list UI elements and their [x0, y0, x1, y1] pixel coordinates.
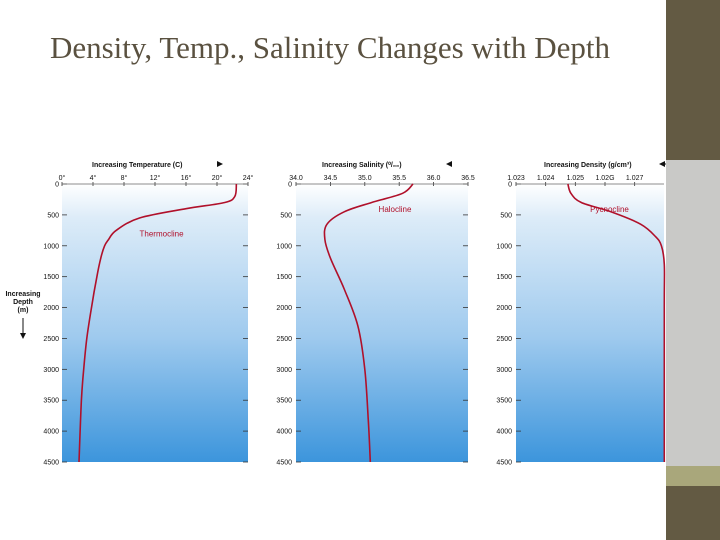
y-tick-label: 500: [47, 212, 59, 219]
depth-axis-label-1: Increasing: [5, 291, 40, 298]
y-tick-label: 4500: [276, 460, 292, 467]
chart-panel-3: Increasing Density (g/cm³) 1.023 1.024 1.02…: [496, 161, 666, 467]
x-tick-label: 4°: [90, 174, 97, 182]
y-tick-label: 2000: [43, 305, 59, 312]
x-tick-label: 35.5: [392, 175, 406, 182]
y-tick-label: 1000: [276, 243, 292, 250]
axis-title: Increasing Density (g/cm³): [544, 162, 632, 169]
x-tick-label: 20°: [212, 174, 223, 182]
chart-panel-1: Increasing Temperature (C) 0° 4° 8° 12° 16° 20…: [43, 162, 253, 467]
y-tick-label: 4500: [496, 460, 512, 467]
x-tick-label: 34.0: [289, 175, 303, 182]
x-tick-label: 35.0: [358, 175, 372, 182]
depth-axis-label-2: Depth: [13, 299, 33, 306]
series-line-salinity: [323, 183, 414, 463]
y-tick-label: 0: [288, 182, 292, 189]
x-tick-label: 16°: [181, 174, 192, 182]
y-tick-label: 3000: [496, 367, 512, 374]
y-tick-label: 3000: [43, 367, 59, 374]
y-tick-label: 4000: [496, 429, 512, 436]
plot-background: [516, 184, 664, 462]
y-tick-label: 3500: [276, 398, 292, 405]
x-tick-label: 34.5: [324, 175, 338, 182]
y-tick-label: 4500: [43, 460, 59, 467]
slide-title: Density, Temp., Salinity Changes with De…: [49, 30, 611, 65]
x-tick-label: 8°: [121, 174, 128, 182]
y-tick-label: 4000: [43, 429, 59, 436]
decor-bar-gray: [666, 160, 720, 466]
y-tick-label: 0: [55, 182, 59, 189]
series-line-density: [567, 183, 666, 462]
annotation-pycnocline: Pycnocline: [590, 205, 629, 214]
axis-title: Increasing Salinity (⁰/₀₀): [322, 161, 402, 169]
y-tick-label: 0: [508, 182, 512, 189]
y-tick-label: 3500: [496, 398, 512, 405]
plot-background: [62, 184, 248, 462]
y-tick-label: 2500: [43, 336, 59, 343]
annotation-thermocline: Thermocline: [140, 230, 185, 239]
chart-panel-2: Increasing Salinity (⁰/₀₀) 34.0 34.5 35.0 35…: [276, 161, 475, 467]
depth-axis-label-3: (m): [18, 307, 29, 314]
x-tick-label: 36.0: [427, 175, 441, 182]
y-tick-label: 3000: [276, 367, 292, 374]
y-tick-label: 1000: [496, 243, 512, 250]
x-tick-label: 1.024: [537, 175, 555, 182]
y-tick-label: 3500: [43, 398, 59, 405]
plot-background: [296, 184, 468, 462]
x-tick-label: 1.02G: [595, 175, 614, 182]
x-tick-label: 1.025: [567, 175, 585, 182]
y-tick-label: 2500: [496, 336, 512, 343]
x-tick-label: 12°: [150, 174, 161, 182]
x-tick-label: 24°: [243, 174, 254, 182]
x-tick-label: 1.023: [507, 175, 525, 182]
x-tick-label: 0°: [59, 174, 66, 182]
y-tick-label: 1500: [276, 274, 292, 281]
y-tick-label: 500: [500, 212, 512, 219]
y-tick-label: 4000: [276, 429, 292, 436]
chart-panels: Increasing Temperature (C) 0° 4° 8° 12° 16° 20…: [43, 161, 666, 467]
decor-bar-bottom: [666, 486, 720, 540]
y-tick-label: 1500: [496, 274, 512, 281]
x-tick-label: 1.027: [626, 175, 644, 182]
y-tick-label: 500: [280, 212, 292, 219]
y-tick-label: 2000: [276, 305, 292, 312]
y-tick-label: 2500: [276, 336, 292, 343]
ocean-profile-charts: Increasing Depth (m) Increasing Temperat…: [5, 161, 666, 467]
decor-bar-olive: [666, 466, 720, 486]
x-tick-label: 36.5: [461, 175, 475, 182]
annotation-halocline: Halocline: [379, 205, 412, 214]
y-tick-label: 2000: [496, 305, 512, 312]
y-tick-label: 1500: [43, 274, 59, 281]
series-line-temperature: [78, 183, 238, 463]
axis-title: Increasing Temperature (C): [92, 162, 183, 169]
decor-bar-top: [666, 0, 720, 160]
y-tick-label: 1000: [43, 243, 59, 250]
